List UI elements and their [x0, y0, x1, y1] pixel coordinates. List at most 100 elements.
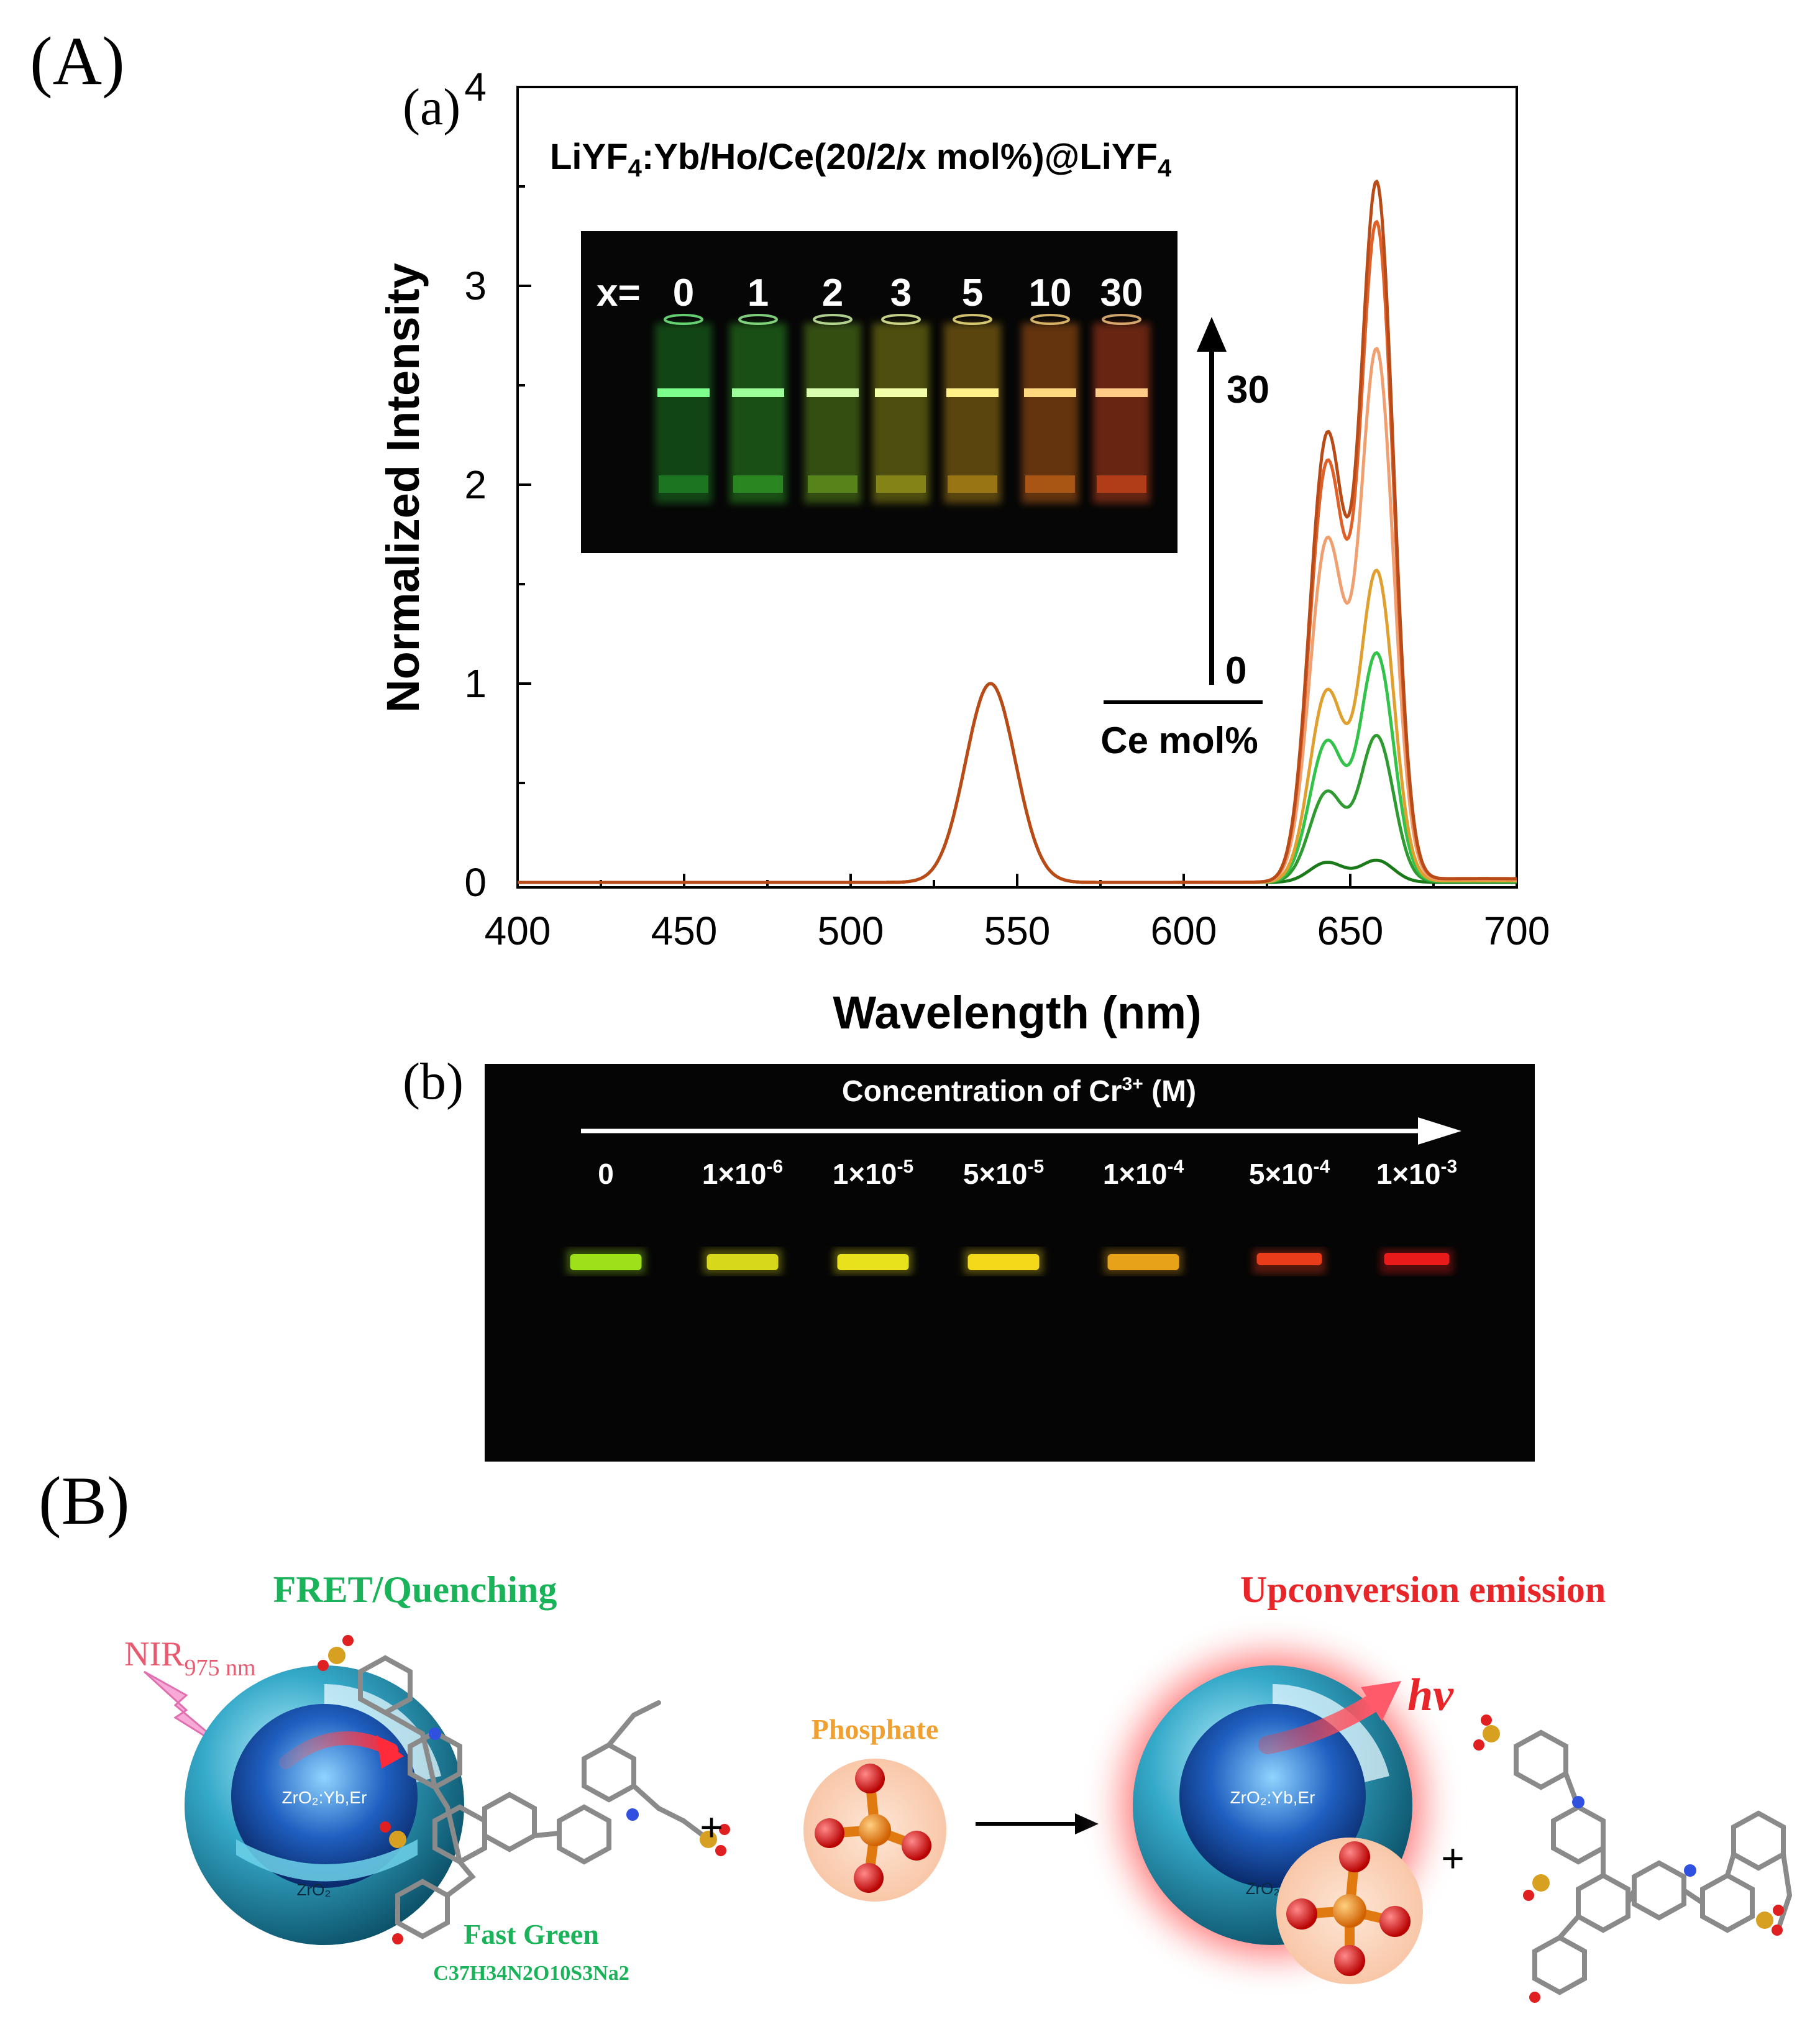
cuvette-band: [875, 388, 927, 397]
emission-band: [707, 1254, 779, 1270]
oxygen-atom: [1481, 1715, 1492, 1726]
x-axis-title: Wavelength (nm): [833, 987, 1201, 1038]
cuvette-meniscus: [1030, 314, 1070, 325]
left-core-label: ZrO₂:Yb,Er: [282, 1788, 367, 1807]
plus-sign-2: +: [1441, 1836, 1464, 1880]
cuvette-glow: [655, 323, 712, 503]
cuvette-glow: [729, 323, 787, 503]
y-axis-title: Normalized Intensity: [377, 263, 429, 713]
cuvette-glow: [1093, 323, 1150, 503]
nitrogen-atom: [626, 1808, 639, 1821]
ce-arrow-annotation: 30 0 Ce mol%: [1100, 317, 1269, 761]
cuvette-meniscus: [881, 314, 921, 325]
emission-arrowhead: [1361, 1681, 1401, 1721]
inset-sample-label: 2: [822, 272, 843, 314]
oxygen-atom: [1523, 1890, 1534, 1901]
oxygen-atom: [715, 1845, 726, 1856]
concentration-label: 5×10-5: [963, 1156, 1044, 1190]
panel-label-B: (B): [39, 1463, 130, 1539]
x-tick-label: 650: [1317, 909, 1384, 953]
emission-band: [1384, 1253, 1450, 1265]
inset-sample-label: 10: [1029, 272, 1072, 314]
cuvette-band: [1095, 388, 1148, 397]
y-axis-tick-labels: 0 1 2 3 4: [464, 65, 487, 905]
y-tick-label: 0: [464, 860, 487, 905]
inset-sample-label: 30: [1100, 272, 1143, 314]
detection-scheme: FRET/Quenching Upconversion emission NIR…: [124, 1569, 1793, 2003]
oxygen-atom: [1286, 1898, 1317, 1930]
oxygen-atom: [719, 1824, 730, 1835]
concentration-label: 0: [598, 1158, 614, 1190]
inset-x-prefix: x=: [597, 272, 641, 314]
spectrum-series: [518, 180, 1517, 884]
concentration-label: 1×10-6: [702, 1156, 783, 1190]
emission-band: [967, 1254, 1040, 1270]
ce-arrow-caption: Ce mol%: [1100, 720, 1258, 761]
cuvette-glow: [872, 323, 930, 503]
concentration-label: 1×10-3: [1376, 1156, 1457, 1190]
y-tick-label: 1: [464, 661, 487, 706]
chromium-concentration-photo: Concentration of Cr3+ (M) 0 1×10-6 1×10-5 5…: [485, 1064, 1535, 1462]
dye-name: Fast Green: [464, 1918, 599, 1950]
right-shell-label: ZrO₂: [1246, 1879, 1280, 1898]
sulfonate-atom: [1532, 1874, 1550, 1892]
oxygen-atom: [1473, 1739, 1484, 1751]
dye-formula: C37H34N2O10S3Na2: [433, 1962, 629, 1985]
left-core: [231, 1704, 418, 1888]
cuvette-glow: [1022, 323, 1079, 503]
cuvette-meniscus: [664, 314, 703, 325]
nitrogen-atom: [1572, 1796, 1584, 1808]
inset-sample-label: 0: [673, 272, 694, 314]
emission-band: [1107, 1254, 1179, 1270]
y-tick-label: 2: [464, 462, 487, 507]
cuvette-glow: [804, 323, 861, 503]
emission-band: [1256, 1253, 1322, 1265]
panel-label-A: (A): [30, 23, 125, 99]
emission-band: [837, 1254, 909, 1270]
oxygen-atom: [1773, 1905, 1784, 1916]
concentration-label: 1×10-5: [833, 1156, 913, 1190]
cuvette-band: [807, 388, 859, 397]
cuvette-bottom: [1025, 475, 1075, 493]
cuvette-bottom: [733, 475, 783, 493]
oxygen-atom: [318, 1660, 329, 1671]
sulfonate-atom: [1483, 1725, 1500, 1742]
oxygen-atom: [1334, 1945, 1365, 1976]
fast-green-molecule-right: [1514, 1729, 1793, 1995]
phosphorus-atom: [1333, 1894, 1366, 1928]
concentration-label: 5×10-4: [1249, 1156, 1330, 1190]
cuvette-band: [946, 388, 999, 397]
cuvette-glow: [944, 323, 1001, 503]
emission-arrow: [1258, 1693, 1383, 1754]
oxygen-atom: [392, 1933, 403, 1944]
left-energy-transfer-arrowhead: [377, 1735, 404, 1769]
nir-label: NIR975 nm: [124, 1635, 256, 1681]
x-axis-ticks: [516, 874, 1518, 887]
emission-band: [570, 1254, 642, 1270]
right-core-label: ZrO₂:Yb,Er: [1230, 1788, 1315, 1807]
nitrogen-atom: [429, 1728, 441, 1740]
panel-label-b: (b): [403, 1053, 464, 1110]
series-line-3-molpct: [518, 569, 1517, 884]
photo-b-title: Concentration of Cr3+ (M): [842, 1074, 1196, 1108]
plus-sign-1: +: [700, 1805, 723, 1849]
ce-increase-arrowhead: [1197, 317, 1227, 352]
panel-label-a: (a): [403, 78, 460, 136]
cuvette-band: [657, 388, 710, 397]
fret-quenching-title: FRET/Quenching: [273, 1569, 557, 1610]
x-tick-label: 700: [1484, 909, 1550, 953]
cuvette-meniscus: [738, 314, 778, 325]
upconversion-emission-title: Upconversion emission: [1240, 1569, 1606, 1610]
y-tick-label: 3: [464, 263, 487, 308]
inset-sample-label: 5: [962, 272, 983, 314]
oxygen-atom: [1772, 1925, 1783, 1936]
y-axis-ticks: [518, 86, 531, 884]
cuvette-meniscus: [953, 314, 992, 325]
bound-phosphate: [1276, 1838, 1423, 1984]
left-shell-label: ZrO₂: [297, 1880, 331, 1899]
nitrogen-atom: [1684, 1864, 1696, 1877]
oxygen-atom: [342, 1635, 354, 1646]
cuvette-bottom: [1097, 475, 1146, 493]
